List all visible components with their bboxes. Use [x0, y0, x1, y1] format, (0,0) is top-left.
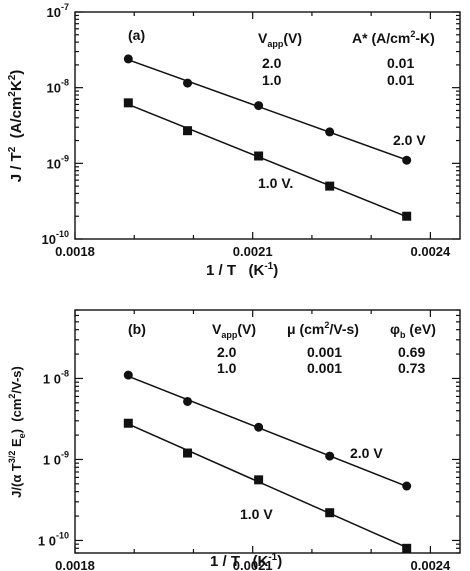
table-cell: 0.01: [387, 72, 414, 88]
data-point-square: [325, 508, 335, 518]
y-tick-label: 10-8: [47, 78, 69, 96]
table-cell: 1.0: [262, 72, 282, 88]
fit-line-2v: [128, 375, 407, 487]
data-point-circle: [123, 370, 133, 380]
y-tick-label: 1 0-9: [43, 449, 69, 467]
x-axis-label: 1 / T (K-1): [206, 261, 278, 279]
fit-line-1v: [128, 423, 407, 549]
data-point-circle: [402, 481, 412, 491]
plot-frame: [74, 11, 461, 240]
table-cell: 1.0: [217, 360, 237, 376]
x-tick-label: 0.0024: [411, 244, 452, 259]
y-tick-label: 1 0-8: [43, 368, 69, 386]
fit-lines: [128, 375, 407, 549]
data-point-square: [183, 448, 193, 458]
data-point-square: [123, 98, 133, 108]
data-point-circle: [123, 54, 133, 64]
data-markers: [123, 370, 412, 553]
y-tick-label: 10-7: [47, 2, 69, 20]
table-cell: 0.001: [307, 344, 342, 360]
table-header-vapp: Vapp(V): [258, 30, 302, 49]
data-point-square: [402, 543, 412, 553]
plot-frame: [74, 309, 461, 554]
data-markers: [123, 54, 412, 221]
table-header-phi: φb (eV): [390, 321, 436, 340]
table-header-mu: μ (cm2/V-s): [287, 320, 359, 337]
tick-labels: 0.0018 0.0021 0.0024 1 0-8 1 0-9 1 0-10: [38, 368, 451, 571]
panel-label: (b): [128, 321, 146, 337]
table-header-vapp: Vapp(V): [212, 321, 256, 340]
table-cell: 0.001: [307, 360, 342, 376]
series-label-2v: 2.0 V: [393, 132, 426, 148]
panel-label: (a): [128, 27, 145, 43]
x-tick-label: 0.0024: [411, 558, 452, 571]
series-label-1v: 1.0 V: [240, 506, 273, 522]
fit-line-2v: [128, 59, 407, 161]
x-axis-label: 1 / T (K-1): [210, 552, 282, 570]
y-axis-label: J / T2 (A/cm2K2): [7, 70, 25, 183]
table-cell: 0.01: [387, 55, 414, 71]
x-tick-label: 0.0021: [233, 558, 273, 571]
x-tick-label: 0.0021: [233, 244, 273, 259]
fit-lines: [128, 59, 407, 218]
y-axis-label: J/(α T3/2 Ee) (cm2/V-s): [7, 366, 27, 498]
ticks: [74, 309, 460, 554]
parameter-table: Vapp(V) A* (A/cm2-K) 2.0 0.01 1.0 0.01: [258, 29, 435, 88]
data-point-circle: [325, 127, 335, 137]
table-cell: 2.0: [217, 344, 237, 360]
data-point-circle: [183, 396, 193, 406]
data-point-circle: [402, 155, 412, 165]
data-point-circle: [183, 78, 193, 88]
series-label-2v: 2.0 V: [350, 445, 383, 461]
data-point-circle: [254, 422, 264, 432]
x-tick-label: 0.0018: [55, 244, 95, 259]
fit-line-1v: [128, 103, 407, 218]
data-point-circle: [325, 451, 335, 461]
series-label-1v: 1.0 V.: [258, 175, 293, 191]
y-tick-label: 10-9: [47, 153, 69, 171]
x-tick-label: 0.0018: [55, 558, 95, 571]
ticks: [74, 11, 460, 240]
data-point-square: [254, 151, 264, 161]
table-header-astar: A* (A/cm2-K): [352, 29, 435, 46]
data-point-circle: [254, 101, 264, 111]
table-cell: 0.73: [398, 360, 425, 376]
data-point-square: [325, 181, 335, 191]
data-point-square: [402, 211, 412, 221]
table-cell: 2.0: [262, 55, 282, 71]
panel-b: 0.0018 0.0021 0.0024 1 0-8 1 0-9 1 0-10 (b) V…: [7, 309, 461, 571]
data-point-square: [123, 418, 133, 428]
data-point-square: [254, 475, 264, 485]
data-point-square: [183, 126, 193, 136]
parameter-table: Vapp(V) μ (cm2/V-s) φb (eV) 2.0 0.001 0.…: [212, 320, 436, 376]
y-tick-label: 1 0-10: [38, 530, 69, 548]
table-cell: 0.69: [398, 344, 425, 360]
